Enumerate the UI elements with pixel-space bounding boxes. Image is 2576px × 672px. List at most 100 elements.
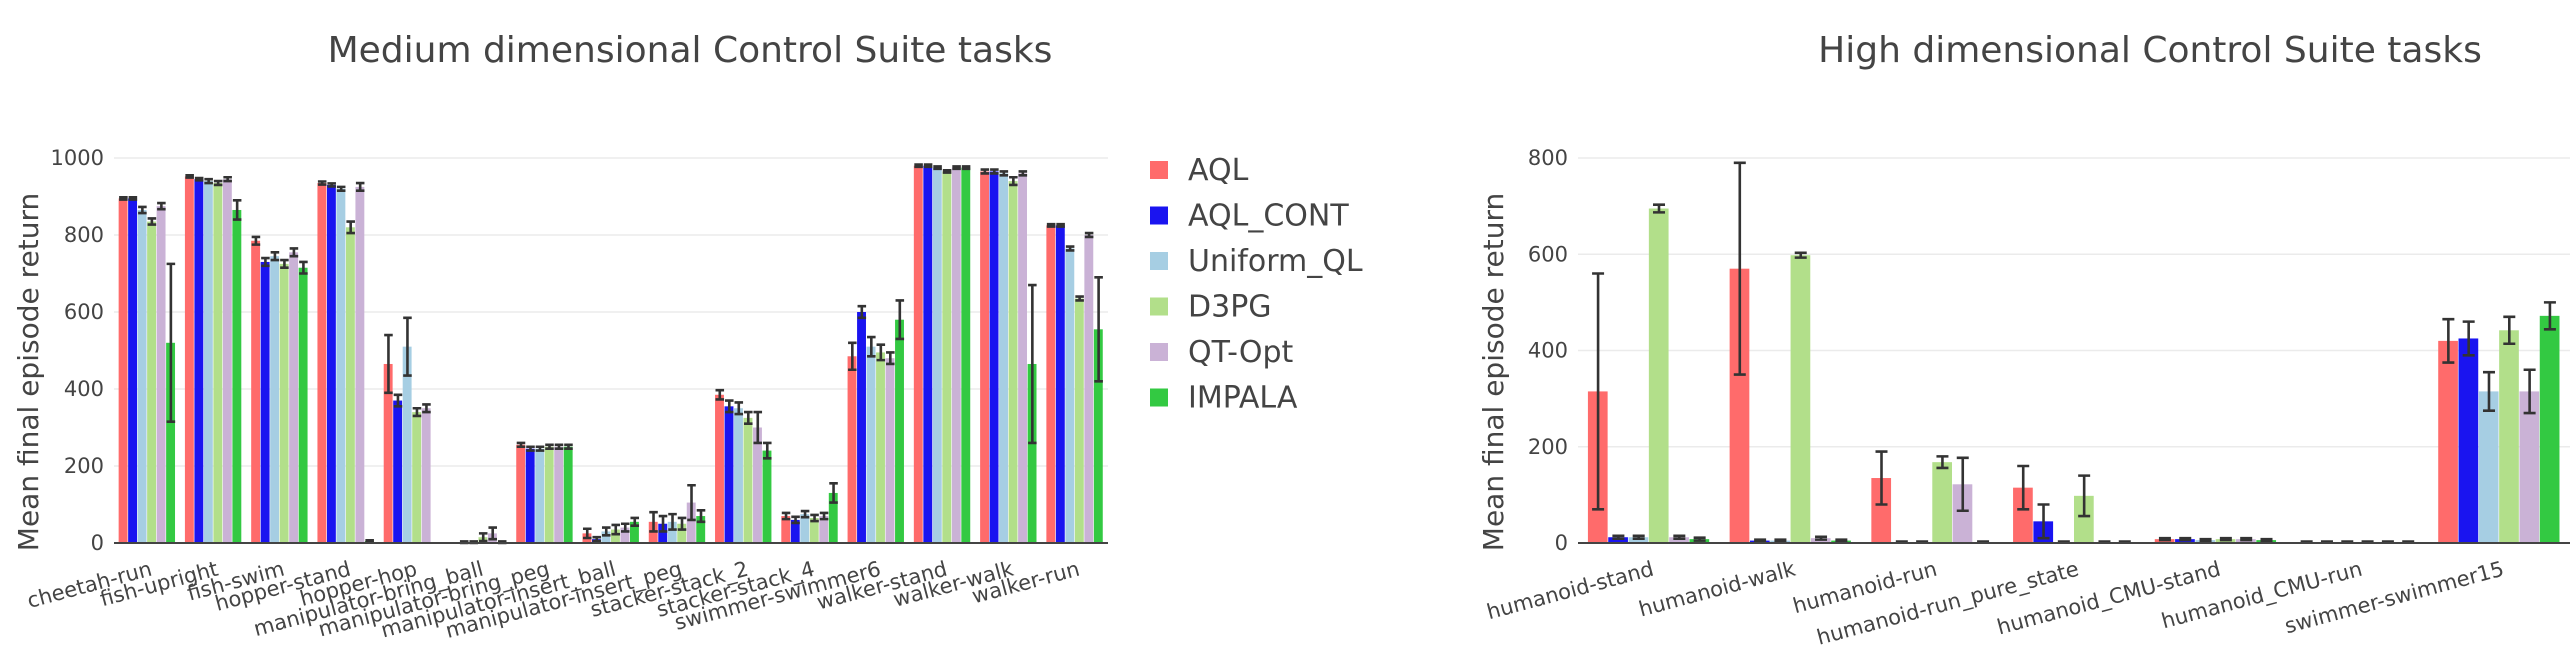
- bar: [383, 363, 393, 543]
- error-bar: [658, 514, 668, 533]
- x-tick-label: humanoid-stand: [1484, 557, 1656, 625]
- error-bar: [980, 168, 990, 175]
- error-bar: [554, 443, 564, 450]
- error-bar: [355, 181, 365, 193]
- chart-title: Medium dimensional Control Suite tasks: [328, 30, 1053, 71]
- bar: [525, 448, 535, 543]
- error-bar: [384, 333, 393, 395]
- bar: [128, 198, 138, 543]
- bar: [885, 358, 895, 543]
- bar: [999, 173, 1008, 543]
- error-bar: [2199, 537, 2212, 543]
- error-bar: [2158, 536, 2171, 542]
- medium-dimensional-chart: Medium dimensional Control Suite tasks M…: [12, 30, 1108, 644]
- error-bar: [2017, 464, 2030, 511]
- error-bar: [147, 217, 157, 226]
- error-bar: [478, 532, 488, 543]
- error-bar: [2482, 370, 2495, 412]
- bar: [393, 400, 403, 543]
- y-tick-label: 800: [1528, 146, 1568, 170]
- error-bar: [1046, 222, 1056, 228]
- error-bar: [422, 403, 431, 414]
- bar: [724, 406, 734, 543]
- legend-label: Uniform_QL: [1188, 244, 1363, 279]
- bar: [1008, 181, 1018, 543]
- bar: [847, 356, 857, 543]
- error-bar: [961, 165, 971, 171]
- error-bar: [204, 177, 213, 185]
- error-bar: [668, 512, 677, 531]
- error-bar: [819, 511, 829, 521]
- error-bar: [753, 410, 763, 445]
- bar: [1018, 173, 1027, 543]
- error-bar: [1875, 450, 1888, 506]
- error-bar: [886, 351, 895, 366]
- error-bar: [942, 169, 952, 174]
- bar: [686, 502, 696, 543]
- bar: [819, 516, 829, 543]
- bar: [611, 529, 620, 543]
- bar: [516, 444, 526, 543]
- bar: [1932, 462, 1952, 543]
- bar: [667, 521, 677, 543]
- bar: [696, 516, 706, 543]
- error-bar: [2523, 368, 2536, 415]
- chart-title: High dimensional Control Suite tasks: [1818, 30, 2482, 71]
- bar: [762, 450, 772, 543]
- bar: [1790, 255, 1811, 543]
- error-bar: [393, 393, 403, 408]
- error-bar: [611, 523, 621, 536]
- legend-swatch: [1150, 297, 1168, 316]
- error-bar: [1075, 295, 1084, 302]
- error-bar: [592, 535, 602, 543]
- bar: [213, 183, 223, 543]
- bar: [118, 198, 128, 543]
- bar: [601, 531, 611, 543]
- error-bar: [1018, 170, 1028, 177]
- error-bar: [791, 515, 800, 525]
- bar: [2499, 330, 2519, 543]
- error-bar: [1733, 161, 1746, 376]
- bar: [251, 240, 261, 543]
- bar: [942, 171, 952, 544]
- bar: [932, 167, 942, 544]
- bar: [345, 227, 355, 544]
- error-bar: [1632, 534, 1645, 540]
- error-bar: [620, 522, 630, 533]
- bar: [715, 394, 724, 543]
- error-bar: [327, 182, 336, 188]
- y-tick-label: 400: [64, 377, 104, 401]
- legend-label: QT-Opt: [1188, 335, 1294, 370]
- error-bar: [1754, 538, 1767, 543]
- bar: [279, 263, 289, 544]
- bar: [2539, 315, 2560, 543]
- y-tick-label: 0: [91, 531, 104, 555]
- bar: [753, 427, 762, 543]
- bar: [989, 171, 999, 544]
- error-bar: [763, 441, 772, 460]
- bar: [800, 514, 810, 544]
- high-dimensional-chart: High dimensional Control Suite tasks Mea…: [1477, 30, 2570, 651]
- bar: [809, 517, 819, 543]
- bar: [166, 342, 176, 543]
- bar: [828, 492, 838, 543]
- y-axis-label: Mean final episode return: [12, 193, 45, 551]
- bar: [923, 165, 933, 543]
- error-bar: [157, 201, 166, 211]
- bar: [876, 352, 885, 543]
- bar: [232, 209, 242, 544]
- error-bar: [1094, 276, 1103, 383]
- y-tick-label: 0: [1555, 531, 1568, 555]
- error-bar: [1056, 222, 1065, 228]
- error-bar: [1693, 536, 1706, 542]
- bar: [951, 167, 961, 544]
- error-bar: [582, 527, 592, 540]
- bar: [1065, 248, 1075, 544]
- bar: [222, 179, 232, 543]
- bar: [336, 188, 346, 544]
- error-bar: [1673, 534, 1686, 540]
- y-axis-label: Mean final episode return: [1477, 193, 1510, 551]
- error-bar: [952, 165, 961, 171]
- error-bar: [601, 526, 611, 537]
